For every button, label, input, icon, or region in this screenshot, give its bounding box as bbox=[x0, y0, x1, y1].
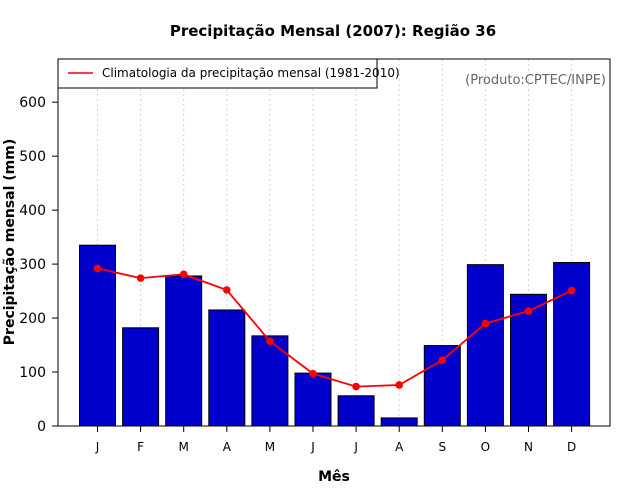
bar-month-10 bbox=[466, 264, 504, 427]
bar-month-5 bbox=[251, 335, 289, 427]
climatology-point-9 bbox=[438, 356, 447, 364]
y-tick-label-300: 300 bbox=[19, 257, 46, 273]
climatology-point-2 bbox=[136, 274, 145, 282]
x-tick-label-7: J bbox=[353, 440, 358, 454]
x-tick-label-5: M bbox=[265, 440, 275, 454]
bar-series bbox=[79, 244, 591, 427]
climatology-point-12 bbox=[567, 286, 576, 295]
bar-month-4 bbox=[208, 309, 246, 427]
x-tick-label-3: M bbox=[179, 440, 189, 454]
x-tick-label-2: F bbox=[137, 440, 144, 454]
climatology-point-8 bbox=[395, 381, 404, 389]
climatology-point-6 bbox=[309, 369, 317, 378]
y-tick-label-200: 200 bbox=[19, 311, 46, 327]
x-tick-label-6: J bbox=[310, 440, 315, 454]
bar-month-1 bbox=[79, 244, 116, 427]
x-tick-label-12: D bbox=[567, 440, 576, 454]
bar-month-3 bbox=[165, 275, 203, 427]
y-axis-label: Precipitação mensal (mm) bbox=[2, 139, 18, 345]
climatology-point-3 bbox=[179, 270, 188, 279]
y-tick-label-100: 100 bbox=[19, 365, 46, 381]
climatology-point-7 bbox=[352, 382, 360, 391]
legend-box bbox=[57, 58, 378, 89]
climatology-point-4 bbox=[223, 286, 231, 294]
bar-month-2 bbox=[122, 327, 160, 427]
y-axis: 0 100 200 300 400 500 600 bbox=[19, 95, 58, 435]
y-tick-label-600: 600 bbox=[19, 95, 46, 111]
climatology-point-1 bbox=[93, 264, 102, 273]
x-tick-label-9: S bbox=[438, 440, 446, 454]
legend: Climatologia da precipitação mensal (198… bbox=[57, 58, 400, 89]
climatology-point-11 bbox=[524, 307, 533, 315]
y-tick-label-400: 400 bbox=[19, 203, 46, 219]
legend-entry-climatology: Climatologia da precipitação mensal (198… bbox=[102, 66, 400, 80]
x-tick-label-11: N bbox=[524, 440, 533, 454]
y-tick-label-0: 0 bbox=[37, 419, 46, 435]
climatology-point-10 bbox=[481, 319, 490, 328]
y-tick-label-500: 500 bbox=[19, 149, 46, 165]
product-credit: (Produto:CPTEC/INPE) bbox=[465, 73, 606, 88]
x-tick-label-4: A bbox=[223, 440, 232, 454]
x-tick-label-10: O bbox=[481, 440, 490, 454]
bar-month-8 bbox=[380, 417, 418, 427]
bar-month-6 bbox=[294, 372, 332, 427]
x-axis-label: Mês bbox=[318, 469, 350, 485]
climatology-line bbox=[97, 267, 572, 388]
climatology-series bbox=[93, 264, 576, 391]
chart-title: Precipitação Mensal (2007): Região 36 bbox=[170, 22, 496, 40]
climatology-point-5 bbox=[266, 337, 274, 346]
x-tick-label-1: J bbox=[95, 440, 100, 454]
x-tick-label-8: A bbox=[395, 440, 404, 454]
bar-month-7 bbox=[337, 395, 375, 427]
